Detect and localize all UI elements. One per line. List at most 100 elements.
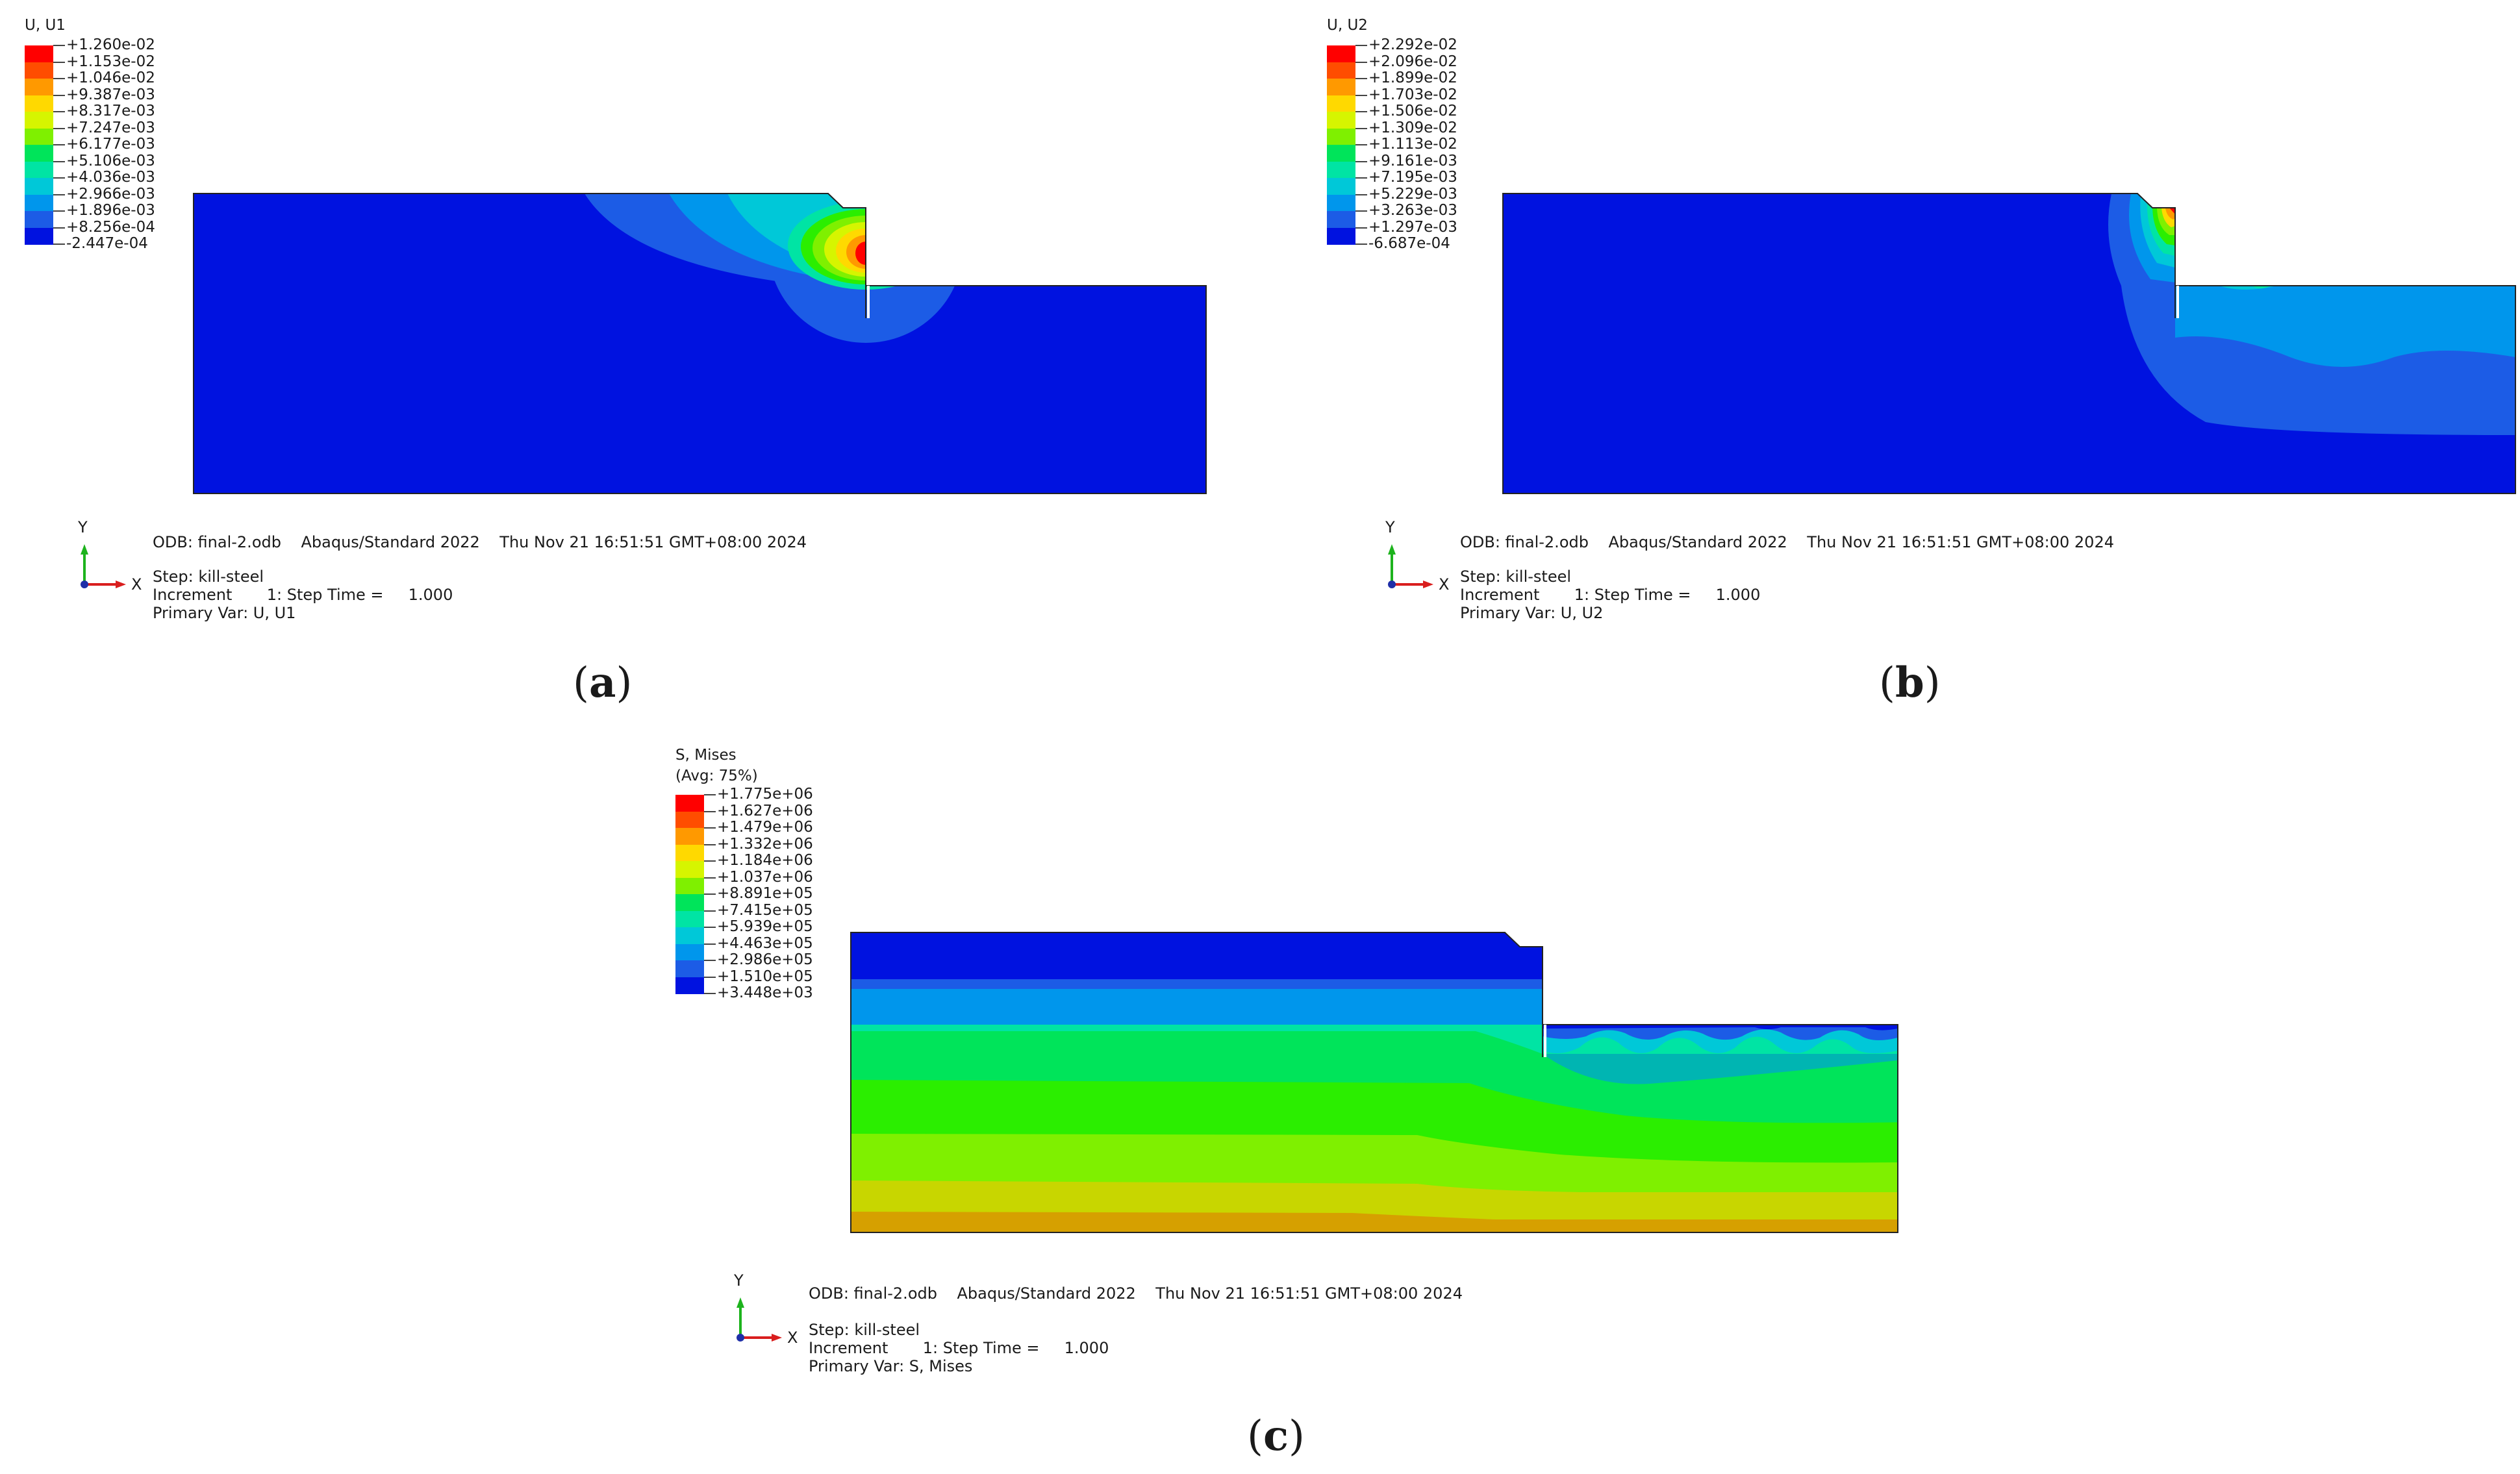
primary-var-info: Primary Var: U, U1	[153, 604, 296, 622]
legend-swatch	[1327, 227, 1355, 245]
axis-x-label: X	[131, 575, 142, 593]
legend-tick	[704, 927, 716, 928]
axis-triad	[1388, 544, 1433, 588]
legend-swatch	[675, 811, 704, 829]
legend-tick	[1355, 227, 1367, 229]
legend-value: +7.195e-03	[1368, 169, 1457, 186]
legend-value: +2.096e-02	[1368, 53, 1457, 70]
legend-swatch	[1327, 161, 1355, 179]
legend-value: +3.448e+03	[717, 984, 813, 1001]
panel-b: U, U2 +2.292e-02 +2.096e-02 +1.899e-02 +1.7…	[1307, 0, 2520, 727]
legend-swatch	[675, 960, 704, 977]
legend-value: +4.463e+05	[717, 934, 813, 952]
legend-value: +5.229e-03	[1368, 185, 1457, 203]
panel-a: U, U1 +1.260e-02 +1.153e-02 +1.046e-02 +9.3…	[0, 0, 1260, 727]
legend-tick	[53, 45, 65, 46]
legend-tick	[1355, 45, 1367, 46]
legend-value: +1.506e-02	[1368, 103, 1457, 119]
increment-info: Increment 1: Step Time = 1.000	[153, 586, 453, 604]
legend-tick	[704, 843, 716, 845]
axis-triad	[81, 544, 126, 588]
legend-swatch	[675, 795, 704, 812]
legend-swatch	[1327, 128, 1355, 145]
legend-tick	[53, 177, 65, 179]
legend-value: +1.309e-02	[1368, 119, 1457, 136]
legend-tick	[1355, 194, 1367, 195]
step-info: Step: kill-steel	[153, 568, 264, 586]
panel-caption: (a)	[573, 658, 633, 707]
axis-x-label: X	[1439, 575, 1450, 593]
axis-y-label: Y	[78, 518, 88, 536]
legend-swatch	[25, 95, 53, 112]
legend-tick	[1355, 177, 1367, 179]
axis-triad	[737, 1297, 782, 1342]
legend-value: +7.415e+05	[717, 901, 813, 919]
step-info: Step: kill-steel	[809, 1321, 920, 1339]
legend-value: +9.161e-03	[1368, 152, 1457, 169]
legend-tick	[704, 993, 716, 994]
legend-tick	[704, 827, 716, 829]
legend-tick	[53, 160, 65, 162]
legend-value: +7.247e-03	[66, 119, 155, 136]
odb-info: ODB: final-2.odb Abaqus/Standard 2022 Th…	[809, 1284, 1463, 1303]
contour-plot-mises	[850, 932, 1898, 1233]
legend-tick	[53, 94, 65, 96]
legend-value: +5.106e-03	[66, 152, 155, 169]
legend-title: U, U1	[25, 17, 66, 34]
legend-tick	[53, 61, 65, 63]
legend-value: +4.036e-03	[66, 169, 155, 186]
legend-swatch	[1327, 211, 1355, 228]
legend-value: +1.297e-03	[1368, 218, 1457, 236]
legend-tick	[53, 144, 65, 145]
legend-value: +2.966e-03	[66, 185, 155, 203]
legend-swatch	[1327, 194, 1355, 212]
legend-tick	[704, 794, 716, 795]
legend-tick	[53, 194, 65, 195]
legend-value: +1.153e-02	[66, 53, 155, 70]
legend-value: +6.177e-03	[66, 136, 155, 153]
axis-x-label: X	[787, 1329, 798, 1347]
legend-swatch	[675, 977, 704, 994]
legend-swatch	[25, 178, 53, 195]
legend-tick	[1355, 144, 1367, 145]
legend-tick	[704, 893, 716, 895]
legend-swatch	[1327, 145, 1355, 162]
increment-info: Increment 1: Step Time = 1.000	[809, 1339, 1109, 1357]
legend-swatch	[25, 112, 53, 129]
legend-swatch	[25, 227, 53, 245]
legend-swatch	[25, 128, 53, 145]
legend-tick	[704, 877, 716, 879]
legend-value: +2.292e-02	[1368, 36, 1457, 53]
legend-swatch	[675, 844, 704, 862]
legend-swatch	[1327, 95, 1355, 112]
legend-tick	[704, 943, 716, 945]
legend-value: +5.939e+05	[717, 918, 813, 935]
legend-value: +1.896e-03	[66, 202, 155, 219]
legend-swatch	[675, 877, 704, 895]
legend-value: -6.687e-04	[1368, 235, 1450, 252]
odb-info: ODB: final-2.odb Abaqus/Standard 2022 Th…	[1460, 533, 2114, 551]
legend-tick	[53, 127, 65, 129]
legend-swatch	[25, 62, 53, 79]
legend-value: +1.899e-02	[1368, 69, 1457, 86]
legend-swatch	[25, 45, 53, 62]
primary-var-info: Primary Var: U, U2	[1460, 604, 1604, 622]
legend-swatch	[1327, 112, 1355, 129]
legend-value: +2.986e+05	[717, 951, 813, 968]
legend-tick	[704, 960, 716, 961]
legend-swatch	[1327, 62, 1355, 79]
legend-value: +8.317e-03	[66, 103, 155, 119]
primary-var-info: Primary Var: S, Mises	[809, 1357, 973, 1375]
legend-tick	[1355, 210, 1367, 212]
axis-y-label: Y	[734, 1271, 744, 1290]
legend-value: +1.260e-02	[66, 36, 155, 53]
legend-swatch	[675, 927, 704, 944]
legend-title: U, U2	[1327, 17, 1368, 34]
legend-value: +1.037e+06	[717, 868, 813, 886]
legend-swatch	[675, 894, 704, 911]
legend-value: +1.184e+06	[717, 852, 813, 869]
legend-value: +1.775e+06	[717, 786, 813, 803]
legend-swatch	[25, 161, 53, 179]
legend-value: +1.627e+06	[717, 802, 813, 819]
legend-subtitle: (Avg: 75%)	[675, 768, 758, 784]
